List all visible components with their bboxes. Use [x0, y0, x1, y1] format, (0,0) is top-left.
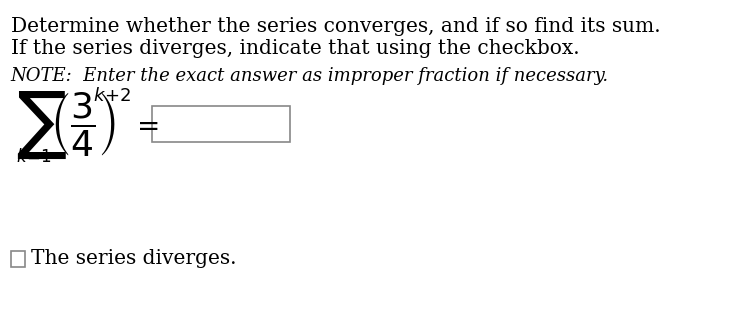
FancyBboxPatch shape: [153, 106, 290, 142]
Text: $k\!+\!2$: $k\!+\!2$: [93, 87, 131, 105]
Text: $\left(\dfrac{3}{4}\right)$: $\left(\dfrac{3}{4}\right)$: [50, 91, 116, 159]
Text: The series diverges.: The series diverges.: [31, 250, 236, 268]
Text: $k\!=\!1$: $k\!=\!1$: [16, 148, 52, 166]
Text: $\sum$: $\sum$: [16, 89, 67, 160]
Text: NOTE:  Enter the exact answer as improper fraction if necessary.: NOTE: Enter the exact answer as improper…: [10, 67, 609, 85]
Text: If the series diverges, indicate that using the checkbox.: If the series diverges, indicate that us…: [10, 39, 579, 58]
FancyBboxPatch shape: [10, 251, 24, 267]
Text: $=$: $=$: [131, 112, 159, 138]
Text: Determine whether the series converges, and if so find its sum.: Determine whether the series converges, …: [10, 17, 660, 36]
Text: $\infty$: $\infty$: [19, 85, 35, 103]
